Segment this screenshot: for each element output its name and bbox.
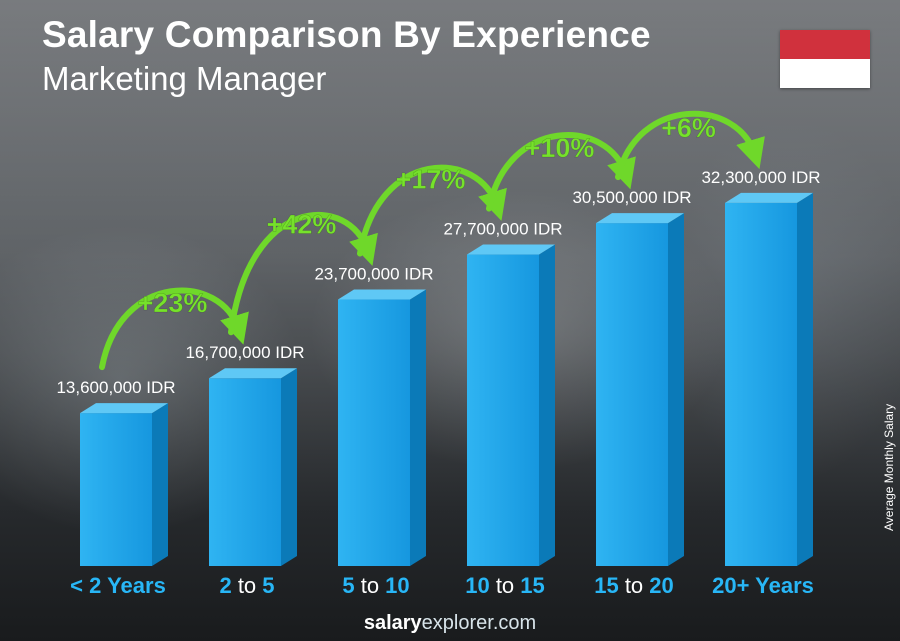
- increase-label: +23%: [138, 288, 208, 318]
- bar: [80, 403, 168, 566]
- bar-front: [596, 223, 668, 566]
- category-label-part: 10: [465, 573, 489, 598]
- bar-side: [797, 192, 813, 566]
- bar-top: [725, 192, 813, 203]
- category-label-part: 5: [342, 573, 354, 598]
- bar-side: [539, 244, 555, 566]
- chart-title: Salary Comparison By Experience: [42, 14, 651, 55]
- category-label-part: 15: [594, 573, 618, 598]
- value-label: 13,600,000 IDR: [56, 378, 175, 397]
- increase-label: +10%: [525, 133, 595, 163]
- category-label-part: 10: [385, 573, 409, 598]
- category-label-part: to: [355, 573, 386, 598]
- increase-label: +6%: [661, 113, 716, 143]
- category-label-part: 20+ Years: [712, 573, 814, 598]
- category-label: 15 to 20: [594, 573, 674, 598]
- value-label: 30,500,000 IDR: [572, 188, 691, 207]
- value-label: 23,700,000 IDR: [314, 265, 433, 284]
- bar: [467, 244, 555, 566]
- category-label: < 2 Years: [70, 573, 166, 598]
- value-label: 16,700,000 IDR: [185, 343, 304, 362]
- increase-arrow: [228, 211, 378, 336]
- increase-label: +42%: [267, 210, 337, 240]
- bar-side: [152, 403, 168, 566]
- bar-side: [668, 213, 684, 566]
- increase-label: +17%: [396, 165, 466, 195]
- bar-front: [467, 254, 539, 566]
- flag-top-stripe: [780, 30, 870, 59]
- value-label: 32,300,000 IDR: [701, 168, 820, 187]
- bar-top: [467, 244, 555, 255]
- bar: [209, 368, 297, 566]
- category-label-part: < 2 Years: [70, 573, 166, 598]
- bar-front: [338, 299, 410, 566]
- footer-brand[interactable]: salaryexplorer.com: [0, 612, 900, 635]
- bar: [725, 192, 813, 566]
- bar-top: [80, 403, 168, 414]
- category-label-part: to: [490, 573, 521, 598]
- indonesia-flag-icon: [780, 30, 870, 88]
- bar-front: [209, 378, 281, 566]
- category-label-part: 2: [219, 573, 231, 598]
- bar-top: [596, 213, 684, 224]
- footer-brand-rest: explorer.com: [421, 612, 537, 634]
- flag-bottom-stripe: [780, 59, 870, 88]
- increase-arrow: [99, 287, 249, 371]
- category-label-part: 15: [520, 573, 544, 598]
- bar: [596, 213, 684, 566]
- footer-brand-bold: salary: [363, 612, 422, 634]
- category-label: 5 to 10: [342, 573, 409, 598]
- category-label: 10 to 15: [465, 573, 545, 598]
- bar-top: [338, 289, 426, 300]
- value-label: 27,700,000 IDR: [443, 220, 562, 239]
- category-label-part: 20: [649, 573, 673, 598]
- category-label: 2 to 5: [219, 573, 274, 598]
- category-label-part: 5: [262, 573, 274, 598]
- category-label: 20+ Years: [712, 573, 814, 598]
- bar-top: [209, 368, 297, 379]
- bar-front: [80, 413, 152, 566]
- increase-arrow: [486, 132, 636, 212]
- bar-side: [281, 368, 297, 566]
- category-label-part: to: [619, 573, 650, 598]
- increase-arrow: [615, 110, 765, 181]
- chart-subtitle: Marketing Manager: [42, 60, 327, 97]
- bar-side: [410, 289, 426, 566]
- increase-arrow: [357, 164, 507, 257]
- category-label-part: to: [232, 573, 263, 598]
- bar-front: [725, 202, 797, 566]
- bar: [338, 289, 426, 566]
